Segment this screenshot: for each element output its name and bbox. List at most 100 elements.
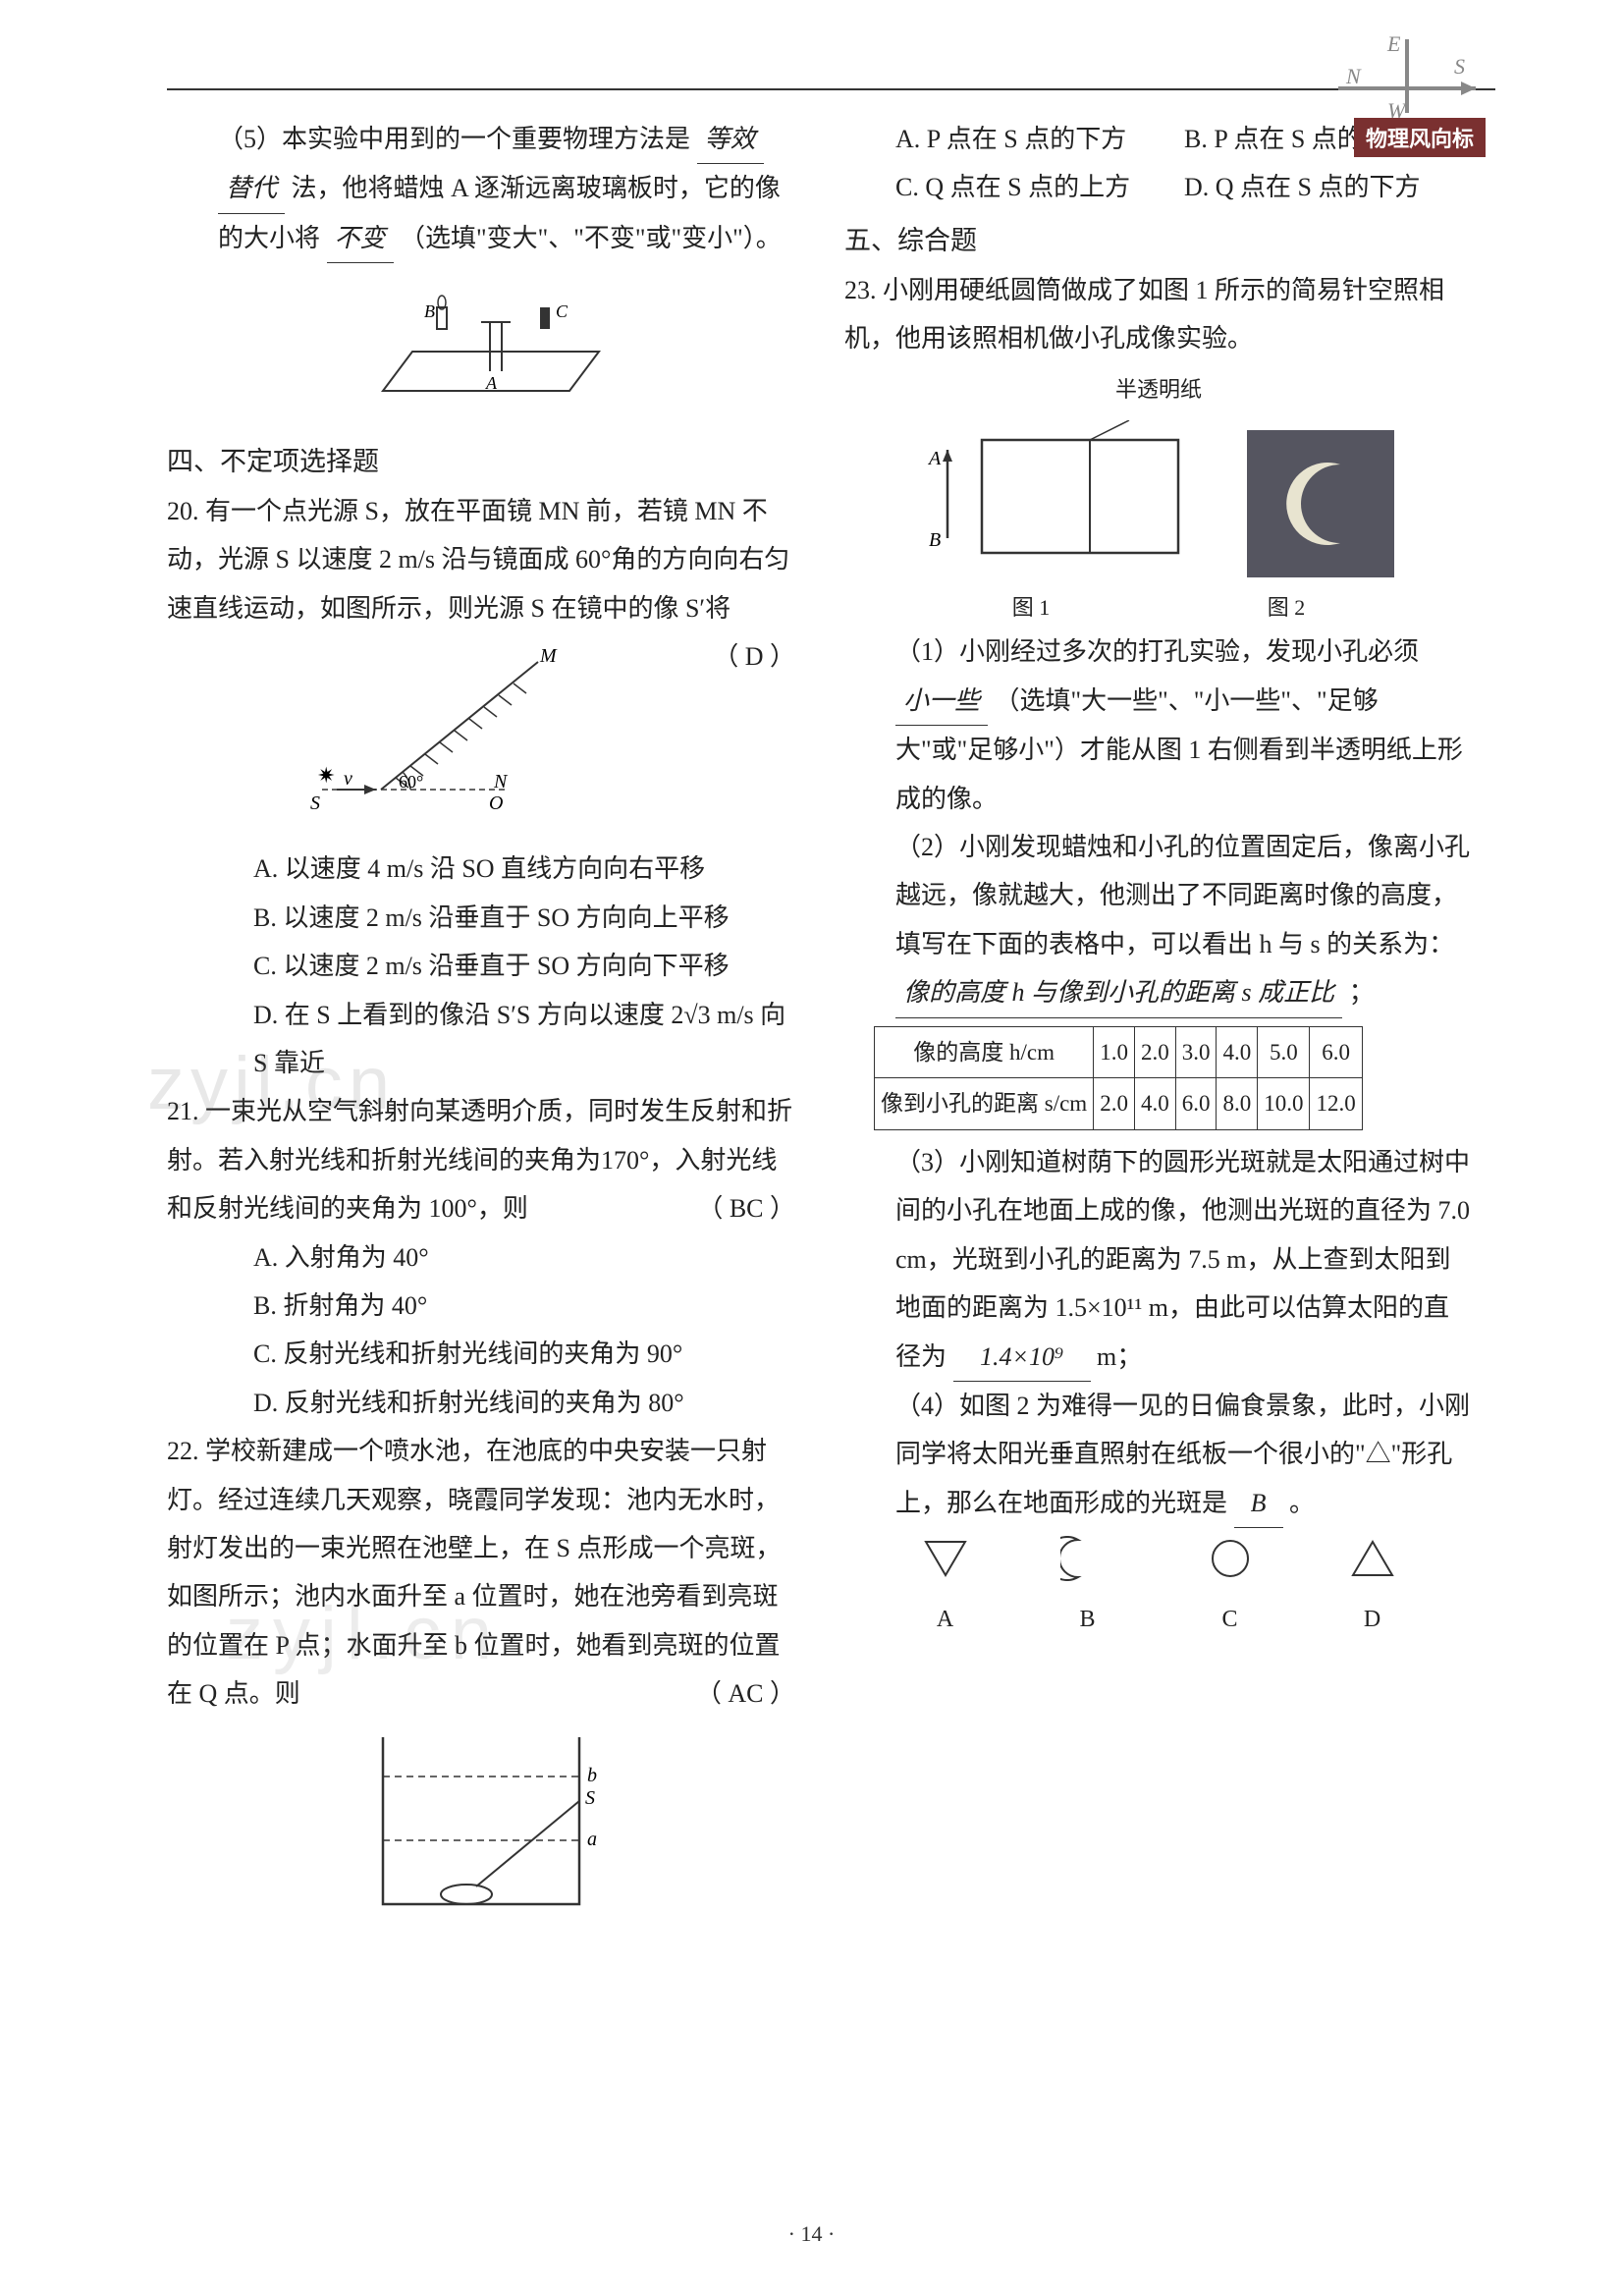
cell: 3.0 xyxy=(1175,1026,1217,1078)
svg-text:60°: 60° xyxy=(399,772,423,792)
compass-icon: N E S W xyxy=(1328,29,1486,118)
svg-text:W: W xyxy=(1387,98,1407,118)
fig-labels-row: 图 1 图 2 xyxy=(844,587,1473,629)
diagram-mirror-angle: M ✷ S v 60° N O xyxy=(167,642,795,835)
text: （5）本实验中用到的一个重要物理方法是 xyxy=(218,125,690,153)
cell: 4.0 xyxy=(1217,1026,1258,1078)
text: （4）如图 2 为难得一见的日偏食景象，此时，小刚同学将太阳光垂直照射在纸板一个… xyxy=(895,1392,1470,1517)
table-row: 像的高度 h/cm 1.0 2.0 3.0 4.0 5.0 6.0 xyxy=(875,1026,1363,1078)
q20-opt-b: B. 以速度 2 m/s 沿垂直于 SO 方向向上平移 xyxy=(167,894,795,942)
q23-2: （2）小刚发现蜡烛和小孔的位置固定后，像离小孔越远，像就越大，他测出了不同距离时… xyxy=(844,823,1473,1018)
q21-opt-a: A. 入射角为 40° xyxy=(167,1233,795,1282)
question-23: 23. 小刚用硬纸圆筒做成了如图 1 所示的简易针空照相机，他用该照相机做小孔成… xyxy=(844,266,1473,363)
header-rule xyxy=(167,88,1495,90)
svg-text:A: A xyxy=(927,448,942,469)
q23-text: 23. 小刚用硬纸圆筒做成了如图 1 所示的简易针空照相机，他用该照相机做小孔成… xyxy=(844,276,1444,353)
cell: 6.0 xyxy=(1175,1078,1217,1130)
text: （选填"变大"、"不变"或"变小"）。 xyxy=(400,224,782,252)
text: （2）小刚发现蜡烛和小孔的位置固定后，像离小孔越远，像就越大，他测出了不同距离时… xyxy=(895,833,1470,958)
page-number: · 14 · xyxy=(788,2221,836,2247)
q21-opt-d: D. 反射光线和折射光线间的夹角为 80° xyxy=(167,1379,795,1427)
section-5-title: 五、综合题 xyxy=(844,216,1473,266)
opt-b-label: B xyxy=(1060,1598,1115,1643)
text: （1）小刚经过多次的打孔实验，发现小孔必须 xyxy=(895,637,1419,666)
q22-text: 22. 学校新建成一个喷水池，在池底的中央安装一只射灯。经过连续几天观察，晓霞同… xyxy=(167,1437,781,1708)
q21-answer: （ BC ） xyxy=(697,1184,795,1232)
opt-d-shape: D xyxy=(1345,1536,1400,1642)
cell: 10.0 xyxy=(1258,1078,1310,1130)
question-22: 22. 学校新建成一个喷水池，在池底的中央安装一只射灯。经过连续几天观察，晓霞同… xyxy=(167,1427,795,1718)
svg-text:E: E xyxy=(1386,31,1401,56)
fig2-label: 图 2 xyxy=(1268,587,1306,629)
q23-4: （4）如图 2 为难得一见的日偏食景象，此时，小刚同学将太阳光垂直照射在纸板一个… xyxy=(844,1382,1473,1528)
fig-top-label: 半透明纸 xyxy=(844,369,1473,410)
text: 。 xyxy=(1289,1489,1315,1517)
q22-answer: （ AC ） xyxy=(696,1669,795,1718)
svg-text:b: b xyxy=(587,1765,597,1786)
svg-text:B: B xyxy=(424,301,435,321)
header-logo: N E S W 物理风向标 xyxy=(1328,29,1486,157)
answer-blank: 1.4×10⁹ xyxy=(953,1333,1091,1382)
question-20: 20. 有一个点光源 S，放在平面镜 MN 前，若镜 MN 不动，光源 S 以速… xyxy=(167,487,795,632)
cell: 6.0 xyxy=(1310,1026,1362,1078)
svg-text:A: A xyxy=(485,373,498,393)
cell: 5.0 xyxy=(1258,1026,1310,1078)
left-column: （5）本实验中用到的一个重要物理方法是 等效 替代 法，他将蜡烛 A 逐渐远离玻… xyxy=(167,115,795,1950)
q20-opt-c: C. 以速度 2 m/s 沿垂直于 SO 方向向下平移 xyxy=(167,942,795,990)
cell: 2.0 xyxy=(1134,1026,1175,1078)
q20-answer: （ D ） xyxy=(713,632,795,681)
answer-blank: 像的高度 h 与像到小孔的距离 s 成正比 xyxy=(895,968,1342,1017)
opt-d-label: D xyxy=(1345,1598,1400,1643)
opt-c-label: C xyxy=(1203,1598,1258,1643)
opt-b-shape: B xyxy=(1060,1536,1115,1642)
svg-text:B: B xyxy=(929,529,941,551)
q23-3: （3）小刚知道树荫下的圆形光斑就是太阳通过树中间的小孔在地面上成的像，他测出光斑… xyxy=(844,1138,1473,1382)
q21-opt-b: B. 折射角为 40° xyxy=(167,1282,795,1330)
q21-opt-c: C. 反射光线和折射光线间的夹角为 90° xyxy=(167,1330,795,1378)
svg-text:S: S xyxy=(310,793,320,814)
svg-text:M: M xyxy=(539,645,558,667)
section-4-title: 四、不定项选择题 xyxy=(167,437,795,487)
svg-text:N: N xyxy=(493,771,509,793)
cell: 12.0 xyxy=(1310,1078,1362,1130)
fig1-svg: A B xyxy=(923,420,1198,577)
right-column: A. P 点在 S 点的下方 B. P 点在 S 点的上方 C. Q 点在 S … xyxy=(844,115,1473,1950)
q23-4-options: A B C D xyxy=(844,1536,1473,1642)
q20-text: 20. 有一个点光源 S，放在平面镜 MN 前，若镜 MN 不动，光源 S 以速… xyxy=(167,497,789,623)
content-columns: （5）本实验中用到的一个重要物理方法是 等效 替代 法，他将蜡烛 A 逐渐远离玻… xyxy=(167,115,1495,1950)
opt-a-label: A xyxy=(918,1598,973,1643)
table-row: 像到小孔的距离 s/cm 2.0 4.0 6.0 8.0 10.0 12.0 xyxy=(875,1078,1363,1130)
q22-opt-d: D. Q 点在 S 点的下方 xyxy=(1184,163,1473,211)
banner-title: 物理风向标 xyxy=(1354,118,1486,157)
svg-text:v: v xyxy=(344,768,352,790)
q20-opt-a: A. 以速度 4 m/s 沿 SO 直线方向向右平移 xyxy=(167,845,795,893)
opt-c-shape: C xyxy=(1203,1536,1258,1642)
q22-options-cd: C. Q 点在 S 点的上方 D. Q 点在 S 点的下方 xyxy=(844,163,1473,211)
answer-blank: 替代 xyxy=(218,164,285,213)
q23-1: （1）小刚经过多次的打孔实验，发现小孔必须 小一些 （选填"大一些"、"小一些"… xyxy=(844,628,1473,823)
diagram-pool: b a S xyxy=(167,1727,795,1940)
cell: 4.0 xyxy=(1134,1078,1175,1130)
text: m； xyxy=(1097,1342,1142,1371)
cell: 2.0 xyxy=(1094,1078,1135,1130)
answer-blank: 不变 xyxy=(327,214,394,263)
q22-opt-a: A. P 点在 S 点的下方 xyxy=(895,115,1184,163)
diagram-pinhole: A B xyxy=(844,420,1473,577)
fig1-label: 图 1 xyxy=(1012,587,1051,629)
text-line: 替代 法，他将蜡烛 A 逐渐远离玻璃板时，它的像的大小将 不变 （选填"变大"、… xyxy=(167,164,795,263)
question-21: 21. 一束光从空气斜射向某透明介质，同时发生反射和折射。若入射光线和折射光线间… xyxy=(167,1087,795,1232)
q22-opt-c: C. Q 点在 S 点的上方 xyxy=(895,163,1184,211)
answer-blank: B xyxy=(1234,1479,1283,1528)
q23-table: 像的高度 h/cm 1.0 2.0 3.0 4.0 5.0 6.0 像到小孔的距… xyxy=(874,1026,1363,1130)
row2-label: 像到小孔的距离 s/cm xyxy=(875,1078,1094,1130)
svg-text:C: C xyxy=(556,301,568,321)
svg-text:a: a xyxy=(587,1829,597,1850)
answer-blank: 小一些 xyxy=(895,677,988,726)
q-continuation-5: （5）本实验中用到的一个重要物理方法是 等效 xyxy=(167,115,795,164)
answer-blank: 等效 xyxy=(697,115,764,164)
svg-text:O: O xyxy=(489,793,503,814)
fig2-svg xyxy=(1247,430,1394,577)
svg-text:S: S xyxy=(585,1787,595,1809)
svg-text:✷: ✷ xyxy=(317,763,335,788)
q20-opt-d: D. 在 S 上看到的像沿 S′S 方向以速度 2√3 m/s 向 S 靠近 xyxy=(167,991,795,1088)
